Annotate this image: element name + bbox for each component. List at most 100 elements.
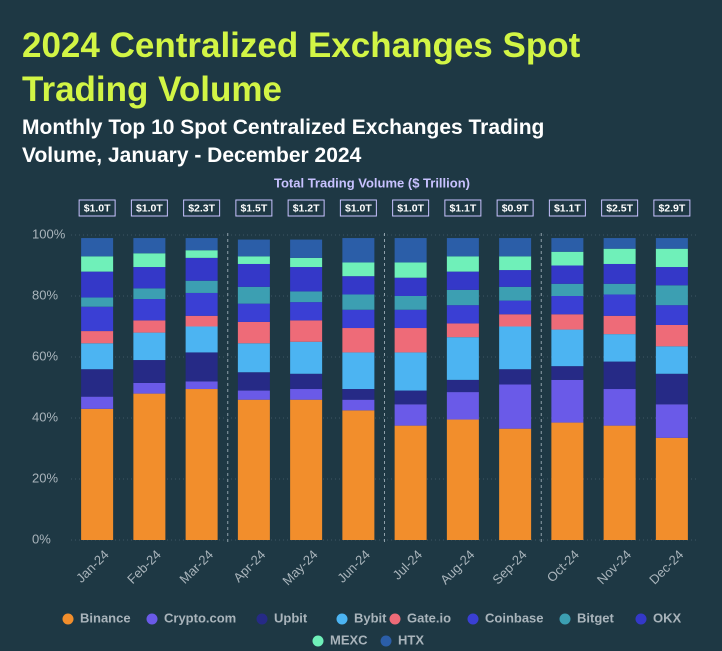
- bar-segment: [133, 360, 166, 383]
- bar-segment: [394, 277, 427, 296]
- bar-segment: [499, 326, 532, 370]
- total-box: [653, 199, 691, 217]
- x-tick-label: Mar-24: [176, 547, 216, 587]
- legend-label: HTX: [398, 632, 424, 647]
- x-tick-label: Dec-24: [646, 547, 686, 587]
- bar-segment: [342, 309, 375, 329]
- bar-segment: [446, 392, 479, 420]
- total-label: $1.1T: [449, 202, 476, 214]
- bar-segment: [342, 410, 375, 540]
- bar-segment: [655, 404, 688, 438]
- bar-segment: [394, 296, 427, 310]
- bar-segment: [551, 329, 584, 367]
- total-box: [78, 199, 116, 217]
- bar-segment: [133, 299, 166, 321]
- bar-segment: [133, 238, 166, 254]
- y-tick-label: 0%: [32, 531, 51, 546]
- bar-segment: [133, 393, 166, 540]
- bar-segment: [133, 382, 166, 394]
- legend-swatch: [146, 613, 158, 625]
- bar-segment: [655, 267, 688, 286]
- bar-segment: [290, 341, 323, 374]
- bar-segment: [290, 320, 323, 342]
- bar-segment: [290, 399, 323, 540]
- legend-swatch: [380, 635, 392, 647]
- total-box: [444, 199, 482, 217]
- legend-label: OKX: [653, 610, 682, 625]
- bar-segment: [499, 428, 532, 540]
- bar-segment: [237, 239, 270, 257]
- bar-segment: [499, 314, 532, 327]
- y-tick-label: 80%: [32, 287, 58, 302]
- bar-segment: [551, 296, 584, 315]
- total-box: [235, 199, 273, 217]
- totals-title: Total Trading Volume ($ Trillion): [274, 175, 470, 190]
- bar-segment: [394, 262, 427, 278]
- legend-swatch: [467, 613, 479, 625]
- bar-segment: [551, 283, 584, 296]
- bar-segment: [551, 238, 584, 252]
- bar-segment: [499, 300, 532, 315]
- total-label: $1.2T: [293, 202, 320, 214]
- bar-segment: [81, 369, 114, 397]
- bar-segment: [290, 291, 323, 303]
- total-label: $0.9T: [502, 202, 529, 214]
- bar-segment: [603, 361, 636, 390]
- bar-segment: [81, 408, 114, 540]
- total-label: $2.9T: [658, 202, 685, 214]
- bar-segment: [603, 238, 636, 249]
- bar-segment: [290, 302, 323, 321]
- total-box: [183, 199, 221, 217]
- bar-segment: [603, 334, 636, 362]
- bar-segment: [185, 326, 218, 353]
- bar-segment: [237, 399, 270, 540]
- y-tick-label: 60%: [32, 348, 58, 363]
- bar-segment: [342, 399, 375, 411]
- y-tick-label: 20%: [32, 470, 58, 485]
- bar-segment: [342, 262, 375, 277]
- bar-segment: [655, 238, 688, 249]
- chart-title: 2024 Centralized Exchanges Spot Trading V…: [22, 26, 581, 109]
- x-tick-label: Oct-24: [544, 547, 582, 585]
- bar-segment: [551, 366, 584, 380]
- legend-swatch: [336, 613, 348, 625]
- bar-segment: [655, 346, 688, 374]
- x-tick-label: Nov-24: [594, 547, 634, 587]
- legend-swatch: [559, 613, 571, 625]
- total-label: $1.0T: [397, 202, 424, 214]
- total-label: $1.1T: [554, 202, 581, 214]
- bar-segment: [655, 324, 688, 347]
- bar-segment: [185, 257, 218, 281]
- bar-segment: [81, 297, 114, 307]
- x-tick-label: May-24: [279, 547, 320, 588]
- bar-segment: [551, 251, 584, 266]
- total-label: $1.0T: [136, 202, 163, 214]
- legend-label: Gate.io: [407, 610, 451, 625]
- bar-segment: [499, 256, 532, 271]
- legend-label: Crypto.com: [164, 610, 236, 625]
- bar-segment: [655, 437, 688, 540]
- bar-segment: [603, 425, 636, 540]
- legend-label: Upbit: [274, 610, 308, 625]
- legend-label: Bybit: [354, 610, 387, 625]
- bar-segment: [446, 238, 479, 257]
- bar-segment: [237, 263, 270, 287]
- bar-segment: [342, 328, 375, 353]
- total-box: [496, 199, 534, 217]
- legend-label: MEXC: [330, 632, 368, 647]
- bar-segment: [394, 404, 427, 426]
- bar-segment: [551, 265, 584, 284]
- bar-segment: [603, 248, 636, 264]
- legend-label: Bitget: [577, 610, 615, 625]
- total-box: [287, 199, 325, 217]
- x-tick-label: Sep-24: [489, 547, 529, 587]
- bar-segment: [81, 271, 114, 298]
- bar-segment: [133, 332, 166, 361]
- bar-segment: [133, 253, 166, 268]
- bar-segment: [185, 315, 218, 327]
- bar-segment: [342, 294, 375, 310]
- total-label: $2.3T: [188, 202, 215, 214]
- bar-segment: [237, 303, 270, 322]
- total-box: [339, 199, 377, 217]
